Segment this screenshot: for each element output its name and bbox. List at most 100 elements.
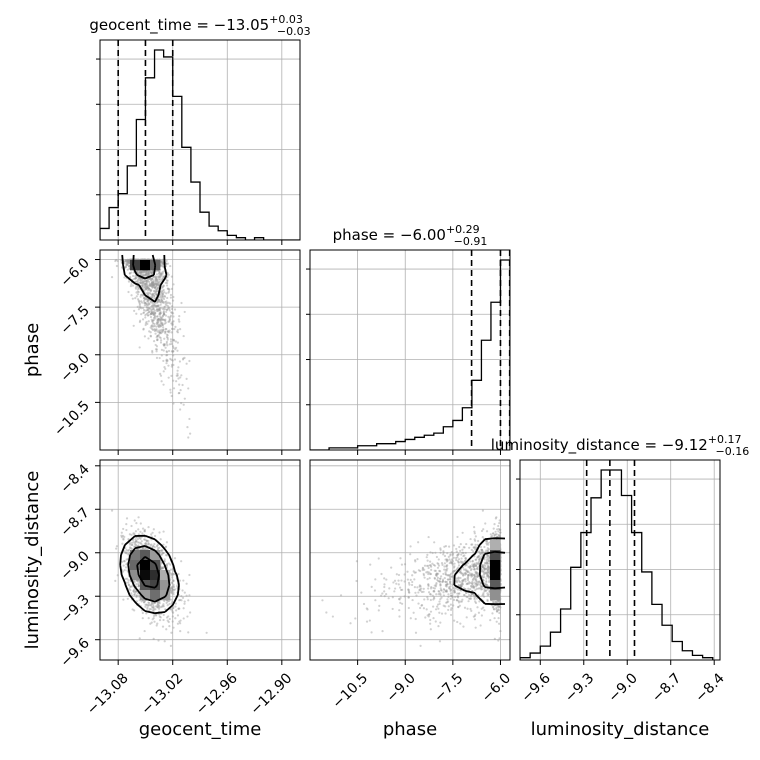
sample-point	[172, 402, 175, 405]
sample-point	[130, 541, 134, 544]
sample-point	[170, 363, 174, 366]
sample-point	[150, 278, 153, 281]
sample-point	[152, 313, 155, 316]
sample-point	[153, 329, 157, 333]
sample-point	[475, 571, 478, 574]
sample-point	[365, 620, 369, 623]
sample-point	[123, 276, 126, 279]
sample-point	[152, 312, 155, 315]
sample-point	[153, 286, 157, 289]
sample-point	[169, 357, 172, 361]
sample-point	[172, 363, 175, 367]
sample-point	[139, 306, 142, 309]
sample-point	[172, 339, 176, 342]
sample-point	[171, 320, 174, 324]
sample-point	[463, 554, 466, 557]
sample-point	[167, 291, 170, 294]
sample-point	[442, 604, 445, 607]
sample-point	[146, 298, 149, 301]
sample-point	[156, 338, 159, 342]
sample-point	[171, 588, 174, 591]
sample-point	[453, 569, 456, 572]
sample-point	[166, 281, 169, 285]
sample-point	[169, 293, 173, 297]
sample-point	[153, 311, 157, 314]
sample-point	[165, 328, 168, 331]
sample-point	[149, 334, 152, 337]
sample-point	[469, 588, 472, 591]
sample-point	[144, 292, 148, 295]
sample-point	[157, 333, 160, 337]
sample-point	[138, 346, 141, 349]
sample-point	[144, 298, 147, 301]
sample-point	[170, 358, 173, 361]
sample-point	[150, 312, 153, 315]
sample-point	[456, 596, 460, 599]
sample-point	[128, 272, 131, 275]
sample-point	[414, 560, 417, 563]
sample-point	[158, 271, 161, 274]
sample-point	[181, 383, 184, 387]
sample-point	[399, 588, 403, 592]
sample-point	[131, 608, 134, 611]
sample-point	[123, 569, 126, 572]
sample-point	[443, 562, 446, 565]
sample-point	[142, 601, 146, 604]
sample-point	[137, 585, 140, 588]
sample-point	[138, 278, 141, 281]
sample-point	[149, 608, 153, 611]
sample-point	[139, 319, 142, 322]
sample-point	[152, 282, 155, 285]
sample-point	[452, 598, 456, 601]
sample-point	[121, 542, 124, 545]
sample-point	[152, 304, 155, 308]
sample-point	[162, 328, 165, 331]
sample-point	[156, 547, 160, 550]
sample-point	[152, 280, 155, 283]
sample-point	[168, 602, 171, 606]
sample-point	[131, 274, 135, 278]
sample-point	[160, 272, 163, 275]
sample-point	[149, 292, 152, 295]
sample-point	[170, 331, 173, 334]
sample-point	[496, 528, 499, 531]
sample-point	[165, 350, 168, 353]
sample-point	[114, 579, 117, 583]
sample-point	[428, 613, 431, 616]
sample-point	[155, 345, 159, 348]
sample-point	[127, 581, 130, 584]
sample-point	[144, 309, 147, 312]
sample-point	[158, 323, 161, 326]
sample-point	[141, 281, 144, 284]
sample-point	[152, 285, 155, 288]
sample-point	[162, 349, 165, 352]
sample-point	[157, 287, 160, 290]
sample-point	[179, 408, 182, 411]
sample-point	[142, 281, 145, 284]
sample-point	[158, 318, 161, 321]
sample-point	[126, 258, 129, 261]
sample-point	[147, 617, 150, 620]
sample-point	[425, 556, 428, 559]
sample-point	[124, 265, 128, 269]
sample-point	[159, 319, 162, 322]
sample-point	[165, 342, 168, 345]
sample-point	[168, 625, 171, 628]
sample-point	[170, 311, 174, 314]
sample-point	[156, 622, 159, 625]
sample-point	[165, 362, 168, 365]
sample-point	[152, 528, 155, 531]
sample-point	[481, 563, 484, 566]
sample-point	[161, 307, 164, 310]
sample-point	[161, 321, 164, 324]
sample-point	[141, 284, 144, 287]
sample-point	[446, 552, 449, 555]
sample-point	[362, 602, 366, 606]
sample-point	[148, 284, 152, 287]
sample-point	[161, 329, 164, 333]
sample-point	[152, 284, 156, 287]
sample-point	[142, 311, 146, 314]
sample-point	[481, 565, 485, 569]
sample-point	[153, 534, 157, 538]
sample-point	[159, 276, 162, 279]
